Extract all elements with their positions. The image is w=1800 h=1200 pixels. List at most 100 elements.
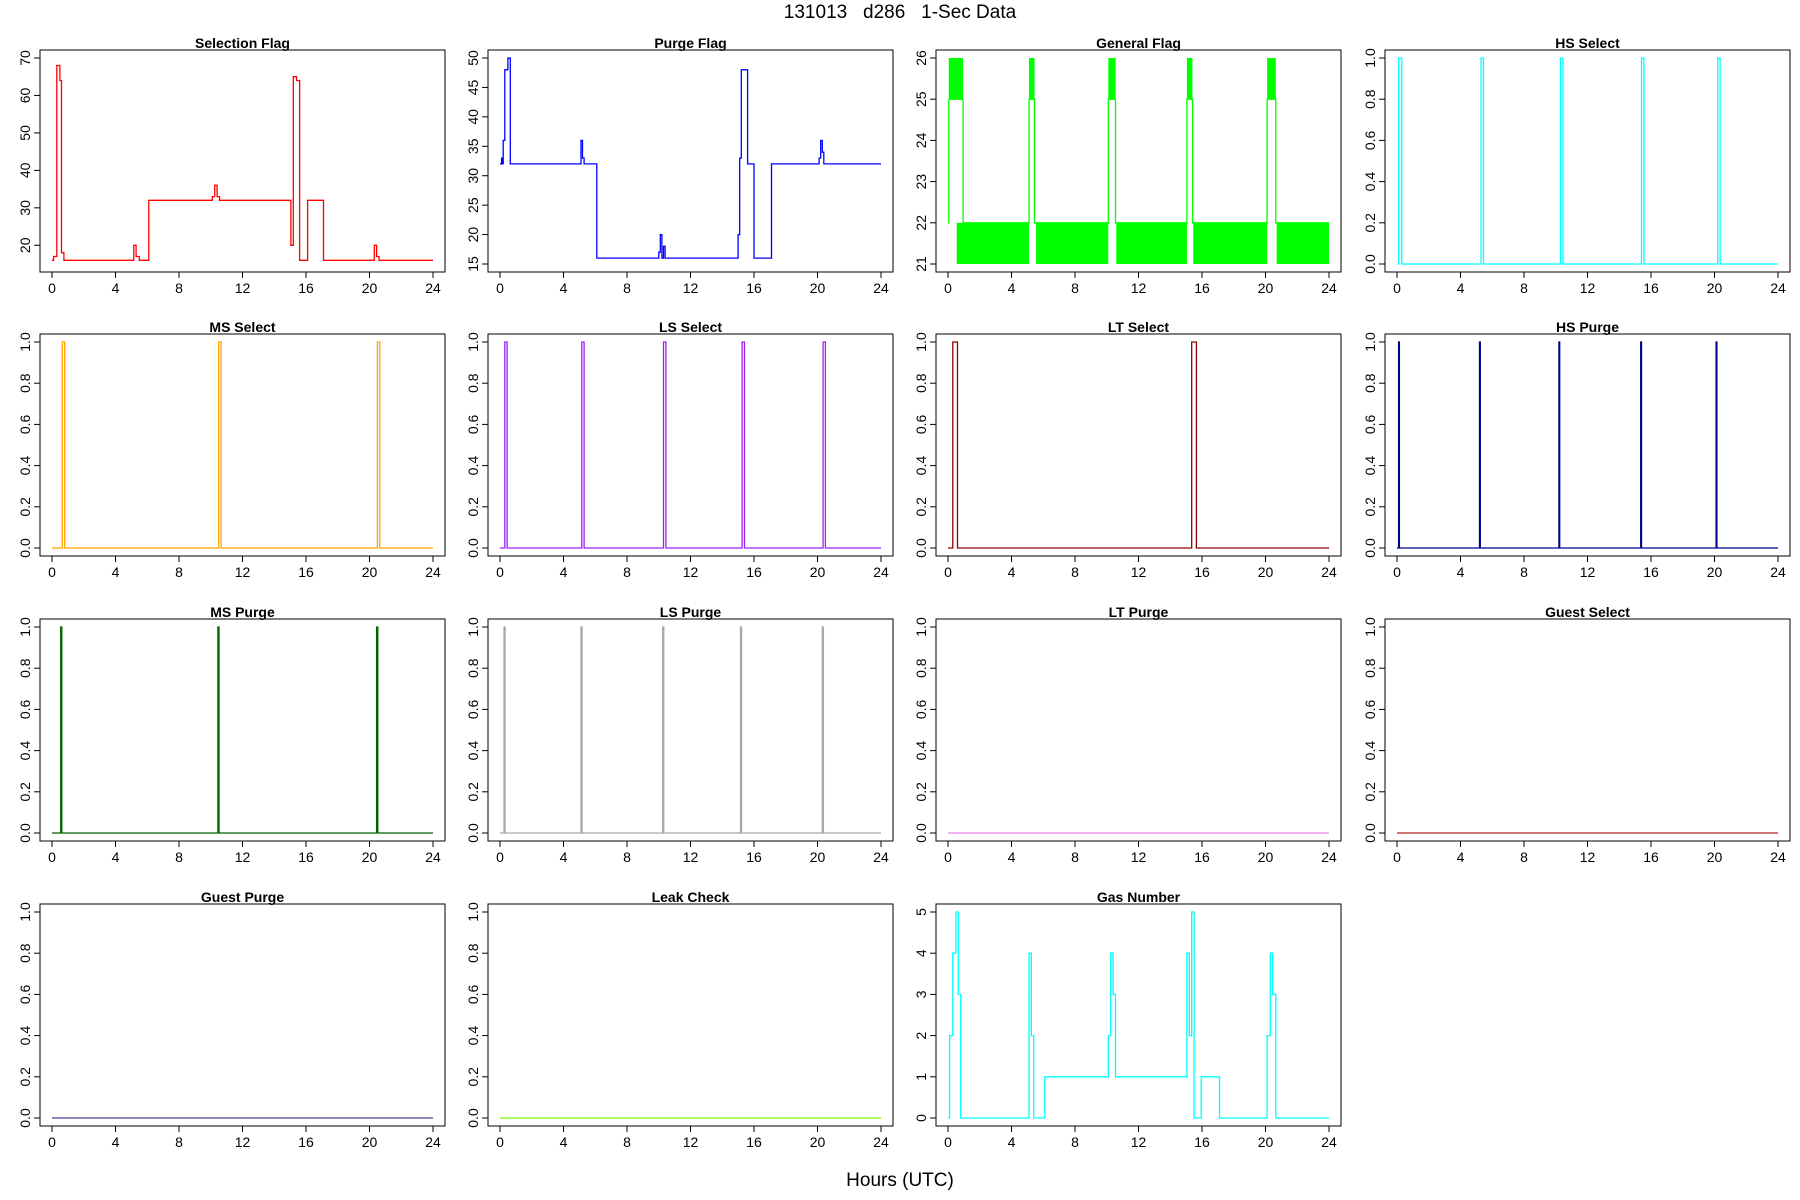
x-tick-label: 4 [112, 1134, 120, 1150]
x-tick-label: 24 [1770, 564, 1786, 580]
x-tick-label: 8 [623, 280, 631, 296]
y-tick-label: 0.6 [17, 699, 33, 719]
x-tick-label: 24 [1321, 280, 1337, 296]
x-tick-label: 20 [362, 564, 378, 580]
data-band [1193, 222, 1268, 264]
data-band [1267, 58, 1276, 100]
y-tick-label: 1.0 [17, 332, 33, 352]
data-band [1116, 222, 1187, 264]
x-tick-label: 12 [235, 1134, 251, 1150]
y-axis: 0.0 0.2 0.4 0.6 0.8 1.0 [17, 902, 41, 1128]
x-tick-label: 20 [810, 849, 826, 865]
y-tick-label: 0.4 [1362, 741, 1378, 761]
y-axis: 0.0 0.2 0.4 0.6 0.8 1.0 [1362, 617, 1386, 843]
y-tick-label: 20 [465, 227, 481, 243]
y-tick-label: 30 [465, 168, 481, 184]
x-tick-label: 8 [623, 1134, 631, 1150]
x-tick-label: 8 [623, 564, 631, 580]
series-line [500, 57, 881, 259]
chart-title: MS Purge [210, 604, 275, 620]
y-tick-label: 0.0 [17, 538, 33, 558]
x-tick-label: 16 [298, 280, 314, 296]
series-line [52, 341, 433, 549]
chart-panel-1: Purge Flag 0 4 8 12 16 20 24 15 20 25 30 35 40 45 50 [465, 35, 894, 296]
y-tick-label: 0.2 [465, 1067, 481, 1087]
y-tick-label: 1.0 [1362, 332, 1378, 352]
y-tick-label: 2 [913, 1031, 929, 1039]
x-axis: 0 4 8 12 16 20 24 [48, 1125, 441, 1150]
y-tick-label: 45 [465, 79, 481, 95]
x-tick-label: 12 [683, 1134, 699, 1150]
x-tick-label: 20 [1707, 849, 1723, 865]
chart-panel-6: LT Select 0 4 8 12 16 20 24 0.0 0.2 0.4 0.6 0.8 1.0 [913, 319, 1342, 580]
x-tick-label: 0 [496, 280, 504, 296]
y-tick-label: 1.0 [17, 617, 33, 637]
x-tick-label: 12 [235, 564, 251, 580]
x-tick-label: 8 [175, 849, 183, 865]
data-band [1186, 58, 1193, 100]
plot-frame [39, 903, 446, 1127]
chart-title: MS Select [209, 319, 275, 335]
y-tick-label: 0.8 [913, 658, 929, 678]
y-axis: 0.0 0.2 0.4 0.6 0.8 1.0 [1362, 48, 1386, 274]
x-tick-label: 16 [1194, 849, 1210, 865]
y-tick-label: 0.8 [465, 373, 481, 393]
x-axis: 0 4 8 12 16 20 24 [944, 555, 1337, 580]
x-tick-label: 0 [48, 1134, 56, 1150]
y-tick-label: 0.4 [465, 1026, 481, 1046]
y-tick-label: 0.4 [913, 456, 929, 476]
x-tick-label: 20 [810, 564, 826, 580]
plot-frame [487, 903, 894, 1127]
y-tick-label: 1.0 [1362, 48, 1378, 68]
y-tick-label: 0.8 [17, 373, 33, 393]
chart-title: LT Select [1108, 319, 1170, 335]
y-tick-label: 1.0 [913, 617, 929, 637]
data-band [956, 222, 1029, 264]
x-tick-label: 0 [496, 564, 504, 580]
x-tick-label: 20 [362, 280, 378, 296]
chart-title: Selection Flag [195, 35, 290, 51]
y-axis: 0.0 0.2 0.4 0.6 0.8 1.0 [465, 902, 489, 1128]
plot-frame [487, 333, 894, 557]
x-tick-label: 4 [1457, 849, 1465, 865]
chart-title: Guest Select [1545, 604, 1630, 620]
x-tick-label: 4 [112, 564, 120, 580]
y-tick-label: 0.0 [465, 1108, 481, 1128]
x-tick-label: 24 [1321, 849, 1337, 865]
y-tick-label: 40 [17, 162, 33, 178]
x-tick-label: 8 [623, 849, 631, 865]
series-line [1397, 341, 1778, 549]
x-tick-label: 0 [48, 564, 56, 580]
x-tick-label: 4 [560, 564, 568, 580]
y-tick-label: 40 [465, 109, 481, 125]
x-tick-label: 12 [1131, 849, 1147, 865]
y-tick-label: 25 [913, 91, 929, 107]
y-tick-label: 0.8 [465, 658, 481, 678]
series-line [948, 911, 1329, 1119]
series-line [1397, 57, 1778, 265]
plot-frame [935, 618, 1342, 842]
y-tick-label: 0.2 [17, 782, 33, 802]
y-tick-label: 1.0 [1362, 617, 1378, 637]
x-tick-label: 20 [1258, 849, 1274, 865]
x-tick-label: 0 [1393, 564, 1401, 580]
y-axis: 15 20 25 30 35 40 45 50 [465, 50, 489, 272]
y-tick-label: 0.6 [17, 414, 33, 434]
y-tick-label: 0.8 [465, 943, 481, 963]
y-tick-label: 0.0 [465, 538, 481, 558]
x-tick-label: 8 [175, 564, 183, 580]
x-tick-label: 24 [873, 849, 889, 865]
x-tick-label: 0 [496, 1134, 504, 1150]
y-tick-label: 25 [465, 197, 481, 213]
x-tick-label: 16 [746, 1134, 762, 1150]
x-tick-label: 4 [1008, 1134, 1016, 1150]
plot-frame [1384, 333, 1791, 557]
y-tick-label: 23 [913, 174, 929, 190]
y-axis: 0.0 0.2 0.4 0.6 0.8 1.0 [17, 617, 41, 843]
y-tick-label: 0.4 [465, 741, 481, 761]
series-line [948, 98, 1329, 224]
x-tick-label: 20 [1707, 280, 1723, 296]
x-axis: 0 4 8 12 16 20 24 [496, 271, 889, 296]
x-tick-label: 12 [235, 280, 251, 296]
